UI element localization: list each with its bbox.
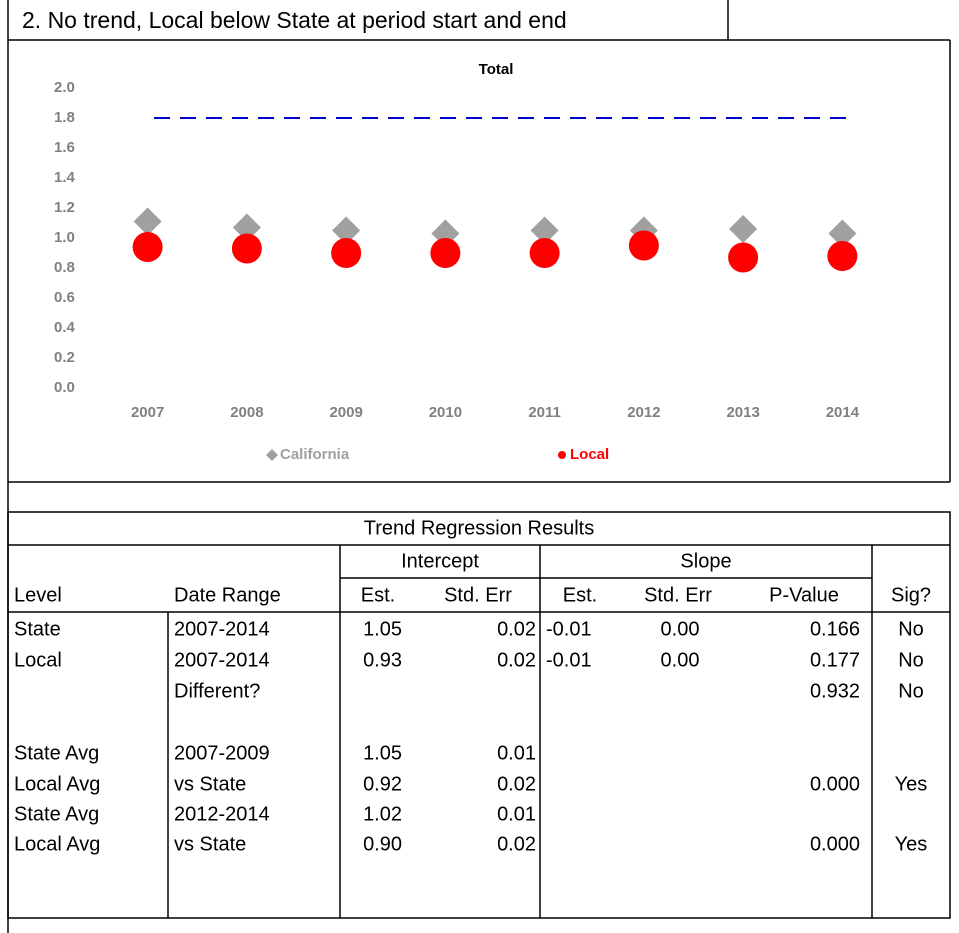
table-title: Trend Regression Results — [364, 517, 594, 539]
diamond-marker — [828, 219, 857, 248]
table-cell: 0.000 — [810, 773, 860, 795]
table-cell: 2007-2009 — [174, 742, 270, 764]
circle-marker — [827, 241, 858, 271]
circle-marker — [529, 238, 560, 268]
table-cell: 0.01 — [497, 803, 536, 825]
circle-marker — [728, 242, 759, 273]
table-cell: Yes — [895, 833, 928, 855]
table-cell: 2012-2014 — [174, 803, 270, 825]
column-header: Sig? — [891, 584, 931, 606]
circle-marker — [628, 230, 659, 261]
table-cell: State — [14, 618, 61, 640]
table-cell: No — [898, 649, 924, 671]
y-tick-label: 0.8 — [54, 259, 75, 276]
table-cell: State Avg — [14, 803, 99, 825]
diamond-marker — [332, 216, 361, 245]
column-header: P-Value — [769, 584, 839, 606]
group-header: Slope — [680, 550, 731, 572]
column-header: Date Range — [174, 584, 281, 606]
table-cell: 0.02 — [497, 773, 536, 795]
table-cell: 0.00 — [661, 649, 700, 671]
table-cell: Different? — [174, 680, 260, 702]
y-tick-label: 1.6 — [54, 139, 75, 156]
table-cell: -0.01 — [546, 618, 592, 640]
y-tick-label: 1.2 — [54, 199, 75, 216]
table-cell: vs State — [174, 833, 246, 855]
x-tick-label: 2008 — [230, 404, 263, 421]
table-cell: 0.90 — [363, 833, 402, 855]
page-title: 2. No trend, Local below State at period… — [22, 7, 567, 33]
table-cell: No — [898, 680, 924, 702]
column-header: Std. Err — [444, 584, 512, 606]
x-tick-label: 2010 — [429, 404, 462, 421]
x-tick-label: 2011 — [528, 404, 561, 421]
y-tick-label: 0.2 — [54, 349, 75, 366]
table-cell: -0.01 — [546, 649, 592, 671]
y-tick-label: 1.8 — [54, 109, 75, 126]
table-cell: 0.932 — [810, 680, 860, 702]
x-tick-label: 2012 — [627, 404, 660, 421]
x-tick-label: 2007 — [131, 404, 164, 421]
frame — [7, 0, 951, 933]
y-tick-label: 0.4 — [54, 319, 76, 336]
circle-marker — [231, 233, 262, 264]
legend-marker — [266, 449, 278, 461]
y-tick-label: 2.0 — [54, 79, 75, 96]
table-cell: 0.166 — [810, 618, 860, 640]
table-cell: 2007-2014 — [174, 618, 270, 640]
table-cell: Yes — [895, 773, 928, 795]
diamond-marker — [232, 213, 261, 242]
group-header: Intercept — [401, 550, 479, 572]
table-cell: 0.01 — [497, 742, 536, 764]
column-header: Est. — [563, 584, 597, 606]
table-cell: Local — [14, 649, 62, 671]
table-cell: 1.05 — [363, 742, 402, 764]
y-tick-label: 1.0 — [54, 229, 75, 246]
diamond-marker — [530, 216, 559, 245]
column-header: Std. Err — [644, 584, 712, 606]
table-cell: 0.177 — [810, 649, 860, 671]
diamond-marker — [729, 215, 758, 243]
y-tick-label: 1.4 — [54, 169, 76, 186]
table-cell: No — [898, 618, 924, 640]
column-header: Level — [14, 584, 62, 606]
table-cell: Local Avg — [14, 773, 100, 795]
table-cell: 0.92 — [363, 773, 402, 795]
column-header: Est. — [361, 584, 395, 606]
table-cell: 0.02 — [497, 833, 536, 855]
table-cell: vs State — [174, 773, 246, 795]
x-tick-label: 2009 — [329, 404, 362, 421]
table-cell: Local Avg — [14, 833, 100, 855]
table-cell: 0.000 — [810, 833, 860, 855]
legend-marker — [558, 451, 566, 459]
diamond-marker — [133, 207, 162, 236]
chart-title: Total — [479, 61, 514, 78]
circle-marker — [430, 238, 461, 268]
circle-marker — [331, 238, 362, 268]
y-tick-label: 0.0 — [54, 379, 75, 396]
table-cell: 0.02 — [497, 649, 536, 671]
table-cell: 1.02 — [363, 803, 402, 825]
table-frame — [7, 511, 951, 919]
legend-label: California — [280, 446, 350, 463]
legend-label: Local — [570, 446, 609, 463]
circle-marker — [132, 232, 163, 262]
table-cell: 0.02 — [497, 618, 536, 640]
table-cell: 0.93 — [363, 649, 402, 671]
table-cell: State Avg — [14, 742, 99, 764]
x-tick-label: 2014 — [826, 404, 860, 421]
table-cell: 1.05 — [363, 618, 402, 640]
table-cell: 0.00 — [661, 618, 700, 640]
table-cell: 2007-2014 — [174, 649, 270, 671]
y-tick-label: 0.6 — [54, 289, 75, 306]
x-tick-label: 2013 — [726, 404, 759, 421]
